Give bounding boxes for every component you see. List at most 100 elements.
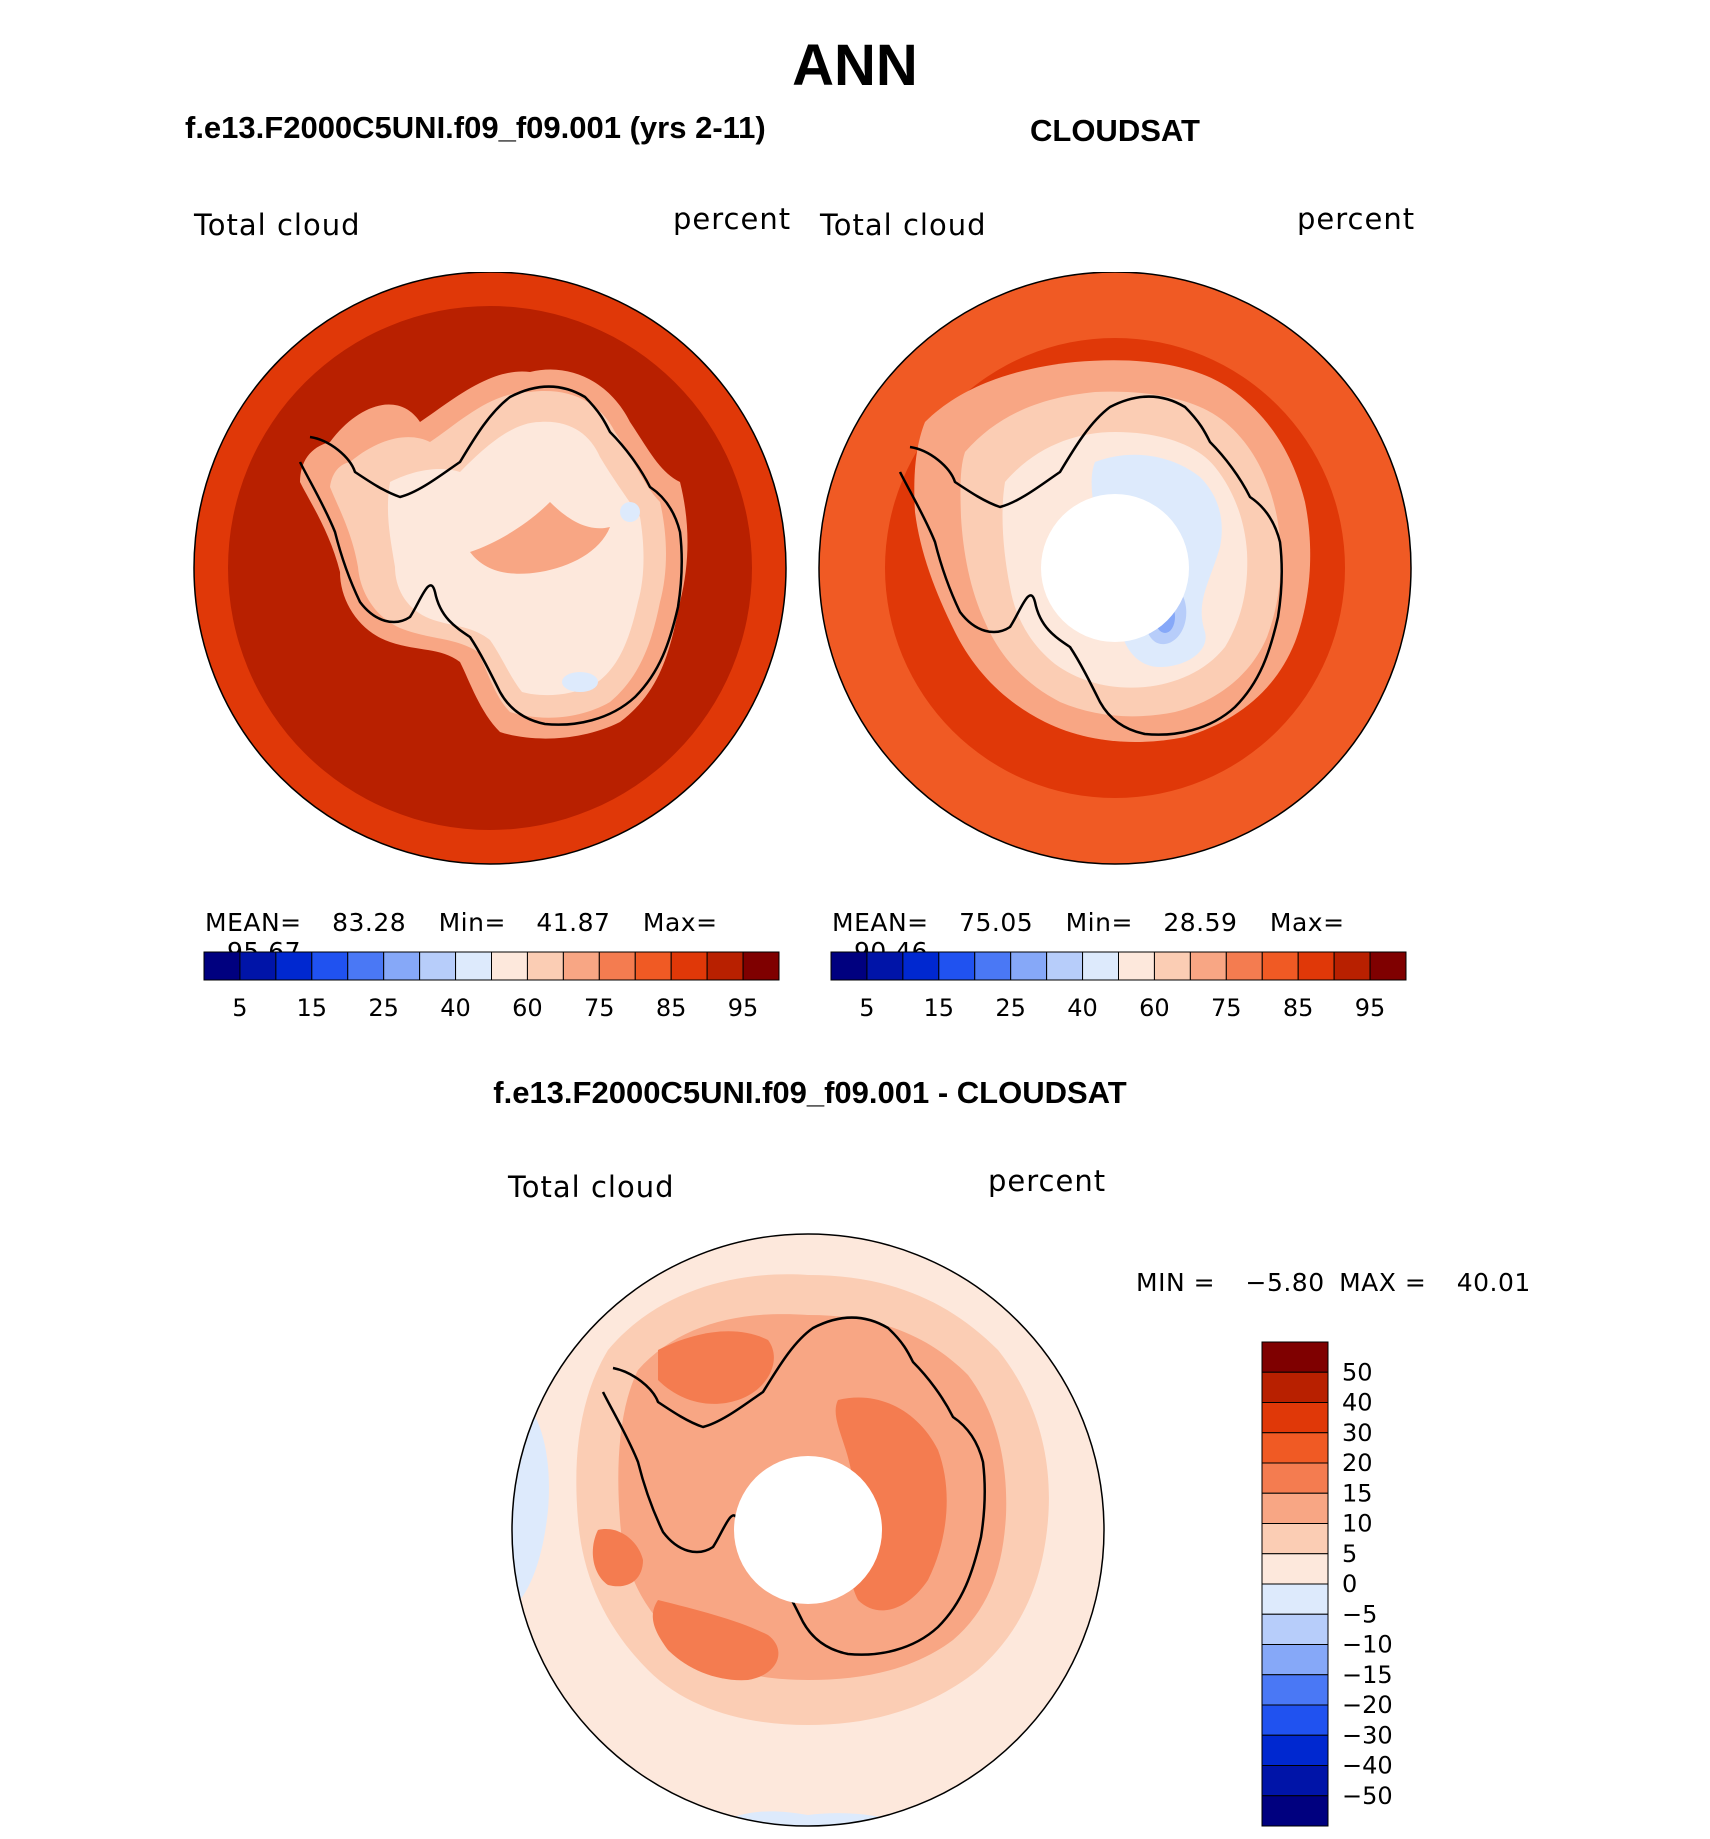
obs-mean-value: 75.05 <box>959 908 1034 937</box>
obs-colorbar-tick-label: 5 <box>859 994 874 1020</box>
diff-colorbar-swatch <box>1261 1644 1329 1676</box>
diff-colorbar-swatch <box>1261 1795 1329 1827</box>
model-colorbar-swatch <box>311 951 349 981</box>
model-colorbar-swatch <box>239 951 277 981</box>
model-colorbar-swatch <box>562 951 600 981</box>
obs-colorbar-tick-label: 60 <box>1139 994 1170 1020</box>
model-coastline <box>298 385 683 726</box>
diff-colorbar-tick-label: 30 <box>1342 1419 1373 1447</box>
model-colorbar: 5 15 25 40 60 75 85 95 <box>203 951 780 1020</box>
model-colorbar-tick-label: 25 <box>368 994 399 1020</box>
diff-colorbar-swatch <box>1261 1523 1329 1555</box>
diff-units-label: percent <box>988 1164 1107 1198</box>
diff-colorbar-tick-label: −5 <box>1342 1600 1377 1628</box>
diff-max-value: 40.01 <box>1456 1268 1531 1297</box>
obs-colorbar-swatch <box>830 951 868 981</box>
diff-colorbar-swatch <box>1261 1462 1329 1494</box>
diff-min-label: MIN = <box>1136 1268 1216 1297</box>
model-max-label: Max= <box>642 908 718 937</box>
obs-colorbar-tick-label: 95 <box>1355 994 1386 1020</box>
diff-max-label: MAX = <box>1339 1268 1427 1297</box>
obs-colorbar-swatch <box>1261 951 1299 981</box>
obs-colorbar-swatch <box>938 951 976 981</box>
model-mean-label: MEAN= <box>205 908 302 937</box>
model-colorbar-tick-label: 5 <box>232 994 247 1020</box>
diff-min-value: −5.80 <box>1245 1268 1325 1297</box>
obs-colorbar-swatch <box>1225 951 1263 981</box>
model-map-border <box>193 272 787 865</box>
diff-colorbar-tick-label: 40 <box>1342 1389 1373 1417</box>
obs-colorbar-tick-label: 40 <box>1067 994 1098 1020</box>
model-colorbar-tick-label: 40 <box>440 994 471 1020</box>
difference-polar-map <box>511 1233 1105 1827</box>
obs-colorbar-tick-label: 85 <box>1283 994 1314 1020</box>
obs-mean-label: MEAN= <box>832 908 929 937</box>
obs-colorbar-swatch <box>1082 951 1119 981</box>
diff-colorbar-swatch <box>1261 1583 1329 1615</box>
diff-colorbar-tick-label: −20 <box>1342 1691 1393 1719</box>
obs-units-label: percent <box>1297 202 1416 236</box>
model-mean-value: 83.28 <box>332 908 407 937</box>
diff-colorbar-tick-label: −10 <box>1342 1631 1393 1659</box>
obs-colorbar-swatch <box>902 951 940 981</box>
model-variable-label: Total cloud <box>194 208 361 242</box>
obs-panel-title: CLOUDSAT <box>1030 113 1200 148</box>
model-colorbar-tick-label: 60 <box>512 994 543 1020</box>
diff-colorbar-swatch <box>1261 1765 1329 1797</box>
diff-field-top-w <box>592 1529 643 1587</box>
diff-field-top-nw <box>658 1331 774 1404</box>
obs-colorbar-swatch <box>1369 951 1407 981</box>
diff-colorbar-tick-label: 20 <box>1342 1449 1373 1477</box>
obs-colorbar: 5 15 25 40 60 75 85 95 <box>830 951 1407 1020</box>
model-colorbar-tick-label: 75 <box>584 994 615 1020</box>
obs-coastline <box>898 395 1283 736</box>
diff-colorbar-swatch <box>1261 1734 1329 1766</box>
obs-colorbar-swatch <box>1189 951 1227 981</box>
obs-colorbar-swatch <box>1333 951 1371 981</box>
model-land-band <box>470 502 610 574</box>
diff-missing-data-hole <box>734 1456 882 1604</box>
diff-colorbar-swatch <box>1261 1402 1329 1434</box>
obs-colorbar-swatch <box>1153 951 1191 981</box>
diff-colorbar-swatch <box>1261 1371 1329 1403</box>
model-colorbar-swatch <box>670 951 708 981</box>
model-units-label: percent <box>673 202 792 236</box>
difference-panel-title: f.e13.F2000C5UNI.f09_f09.001 - CLOUDSAT <box>493 1075 1127 1110</box>
diff-colorbar-swatch <box>1261 1704 1329 1736</box>
diff-colorbar-swatch <box>1261 1341 1329 1373</box>
page-title: ANN <box>792 33 918 98</box>
model-colorbar-swatch <box>419 951 457 981</box>
obs-colorbar-tick-label: 25 <box>995 994 1026 1020</box>
obs-colorbar-tick-label: 15 <box>924 994 955 1020</box>
obs-colorbar-swatch <box>974 951 1012 981</box>
model-min-value: 41.87 <box>536 908 611 937</box>
diff-field-top-s <box>652 1600 779 1681</box>
obs-polar-map <box>818 272 1412 865</box>
model-colorbar-swatch <box>275 951 313 981</box>
diff-colorbar-swatch <box>1261 1432 1329 1464</box>
diff-colorbar-swatch <box>1261 1492 1329 1524</box>
diff-colorbar-tick-label: 5 <box>1342 1540 1357 1568</box>
obs-variable-label: Total cloud <box>820 208 987 242</box>
model-panel-title: f.e13.F2000C5UNI.f09_f09.001 (yrs 2-11) <box>185 110 766 145</box>
diff-colorbar-tick-label: −30 <box>1342 1721 1393 1749</box>
model-colorbar-tick-label: 95 <box>728 994 759 1020</box>
model-colorbar-swatch <box>491 951 528 981</box>
model-colorbar-swatch <box>706 951 744 981</box>
obs-map-border <box>818 272 1412 865</box>
obs-colorbar-swatch <box>1118 951 1155 981</box>
diff-colorbar-swatch <box>1261 1553 1329 1585</box>
diff-colorbar-tick-label: 10 <box>1342 1510 1373 1538</box>
diff-colorbar-swatch <box>1261 1674 1329 1706</box>
model-colorbar-swatch <box>598 951 636 981</box>
model-land-blue-patch <box>620 502 640 522</box>
diff-minmax: MIN = −5.80 MAX = 40.01 <box>1136 1268 1531 1297</box>
diff-colorbar-tick-label: 50 <box>1342 1358 1373 1386</box>
diff-colorbar-tick-label: −15 <box>1342 1661 1393 1689</box>
obs-colorbar-swatch <box>1010 951 1048 981</box>
obs-colorbar-swatch <box>1046 951 1084 981</box>
diff-map-border <box>511 1233 1105 1827</box>
model-colorbar-tick-label: 85 <box>656 994 687 1020</box>
model-land-blue-patch-2 <box>562 672 598 692</box>
obs-min-value: 28.59 <box>1163 908 1238 937</box>
